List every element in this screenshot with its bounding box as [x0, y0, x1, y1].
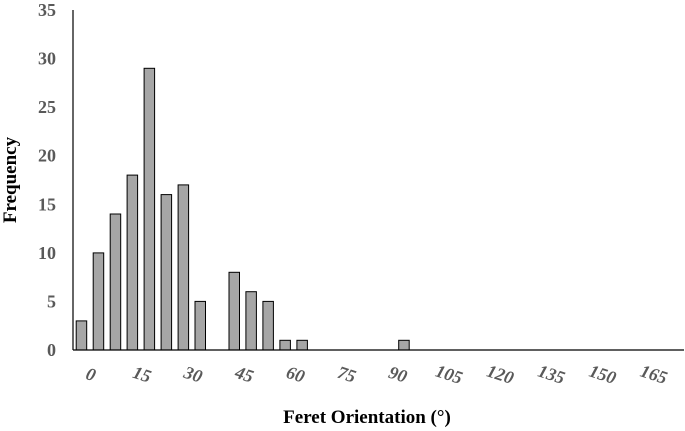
x-tick-label: 135	[536, 361, 568, 388]
y-tick-label: 35	[38, 0, 56, 20]
bar-bin-9	[228, 271, 240, 351]
x-tick-label: 45	[232, 362, 256, 387]
y-tick-label: 15	[38, 194, 56, 214]
bar-bin-5	[160, 194, 173, 351]
x-tick-label: 165	[638, 361, 670, 388]
y-tick-label: 5	[47, 291, 56, 311]
y-tick-label: 25	[38, 97, 56, 117]
y-tick-label: 0	[47, 340, 56, 360]
bars-group	[75, 67, 410, 351]
x-tick-label: 150	[587, 361, 619, 388]
bar-bin-14	[398, 339, 410, 351]
y-tick-labels: 0 5 10 15 20 25 30 35	[38, 0, 56, 360]
bar-bin-4	[143, 67, 156, 351]
bar-bin-6	[177, 184, 190, 351]
y-axis-title: Frequency	[0, 136, 21, 223]
x-tick-label: 30	[181, 362, 205, 387]
x-axis-title: Feret Orientation (°)	[283, 407, 451, 428]
bar-bin-3	[126, 174, 139, 351]
x-tick-label: 105	[433, 361, 465, 388]
bar-bin-1	[92, 252, 105, 351]
x-tick-label: 15	[130, 362, 153, 387]
y-tick-label: 20	[38, 146, 56, 166]
bar-bin-10	[245, 291, 257, 351]
y-tick-label: 30	[38, 49, 56, 69]
bar-bin-7	[194, 300, 206, 351]
bar-bin-13	[296, 339, 308, 351]
x-tick-label: 60	[284, 362, 307, 387]
bar-bin-11	[262, 300, 274, 351]
bar-bin-12	[279, 339, 291, 351]
x-tick-label: 90	[386, 362, 409, 387]
bar-bin-2	[109, 213, 122, 351]
x-tick-labels: 0 15 30 45 60 75 90 105 120 135 150 165	[83, 361, 669, 388]
x-tick-label: 75	[335, 362, 358, 387]
bar-bin-0	[75, 320, 88, 351]
y-tick-label: 10	[38, 243, 56, 263]
x-tick-label: 0	[83, 363, 98, 385]
x-tick-label: 120	[484, 361, 516, 388]
